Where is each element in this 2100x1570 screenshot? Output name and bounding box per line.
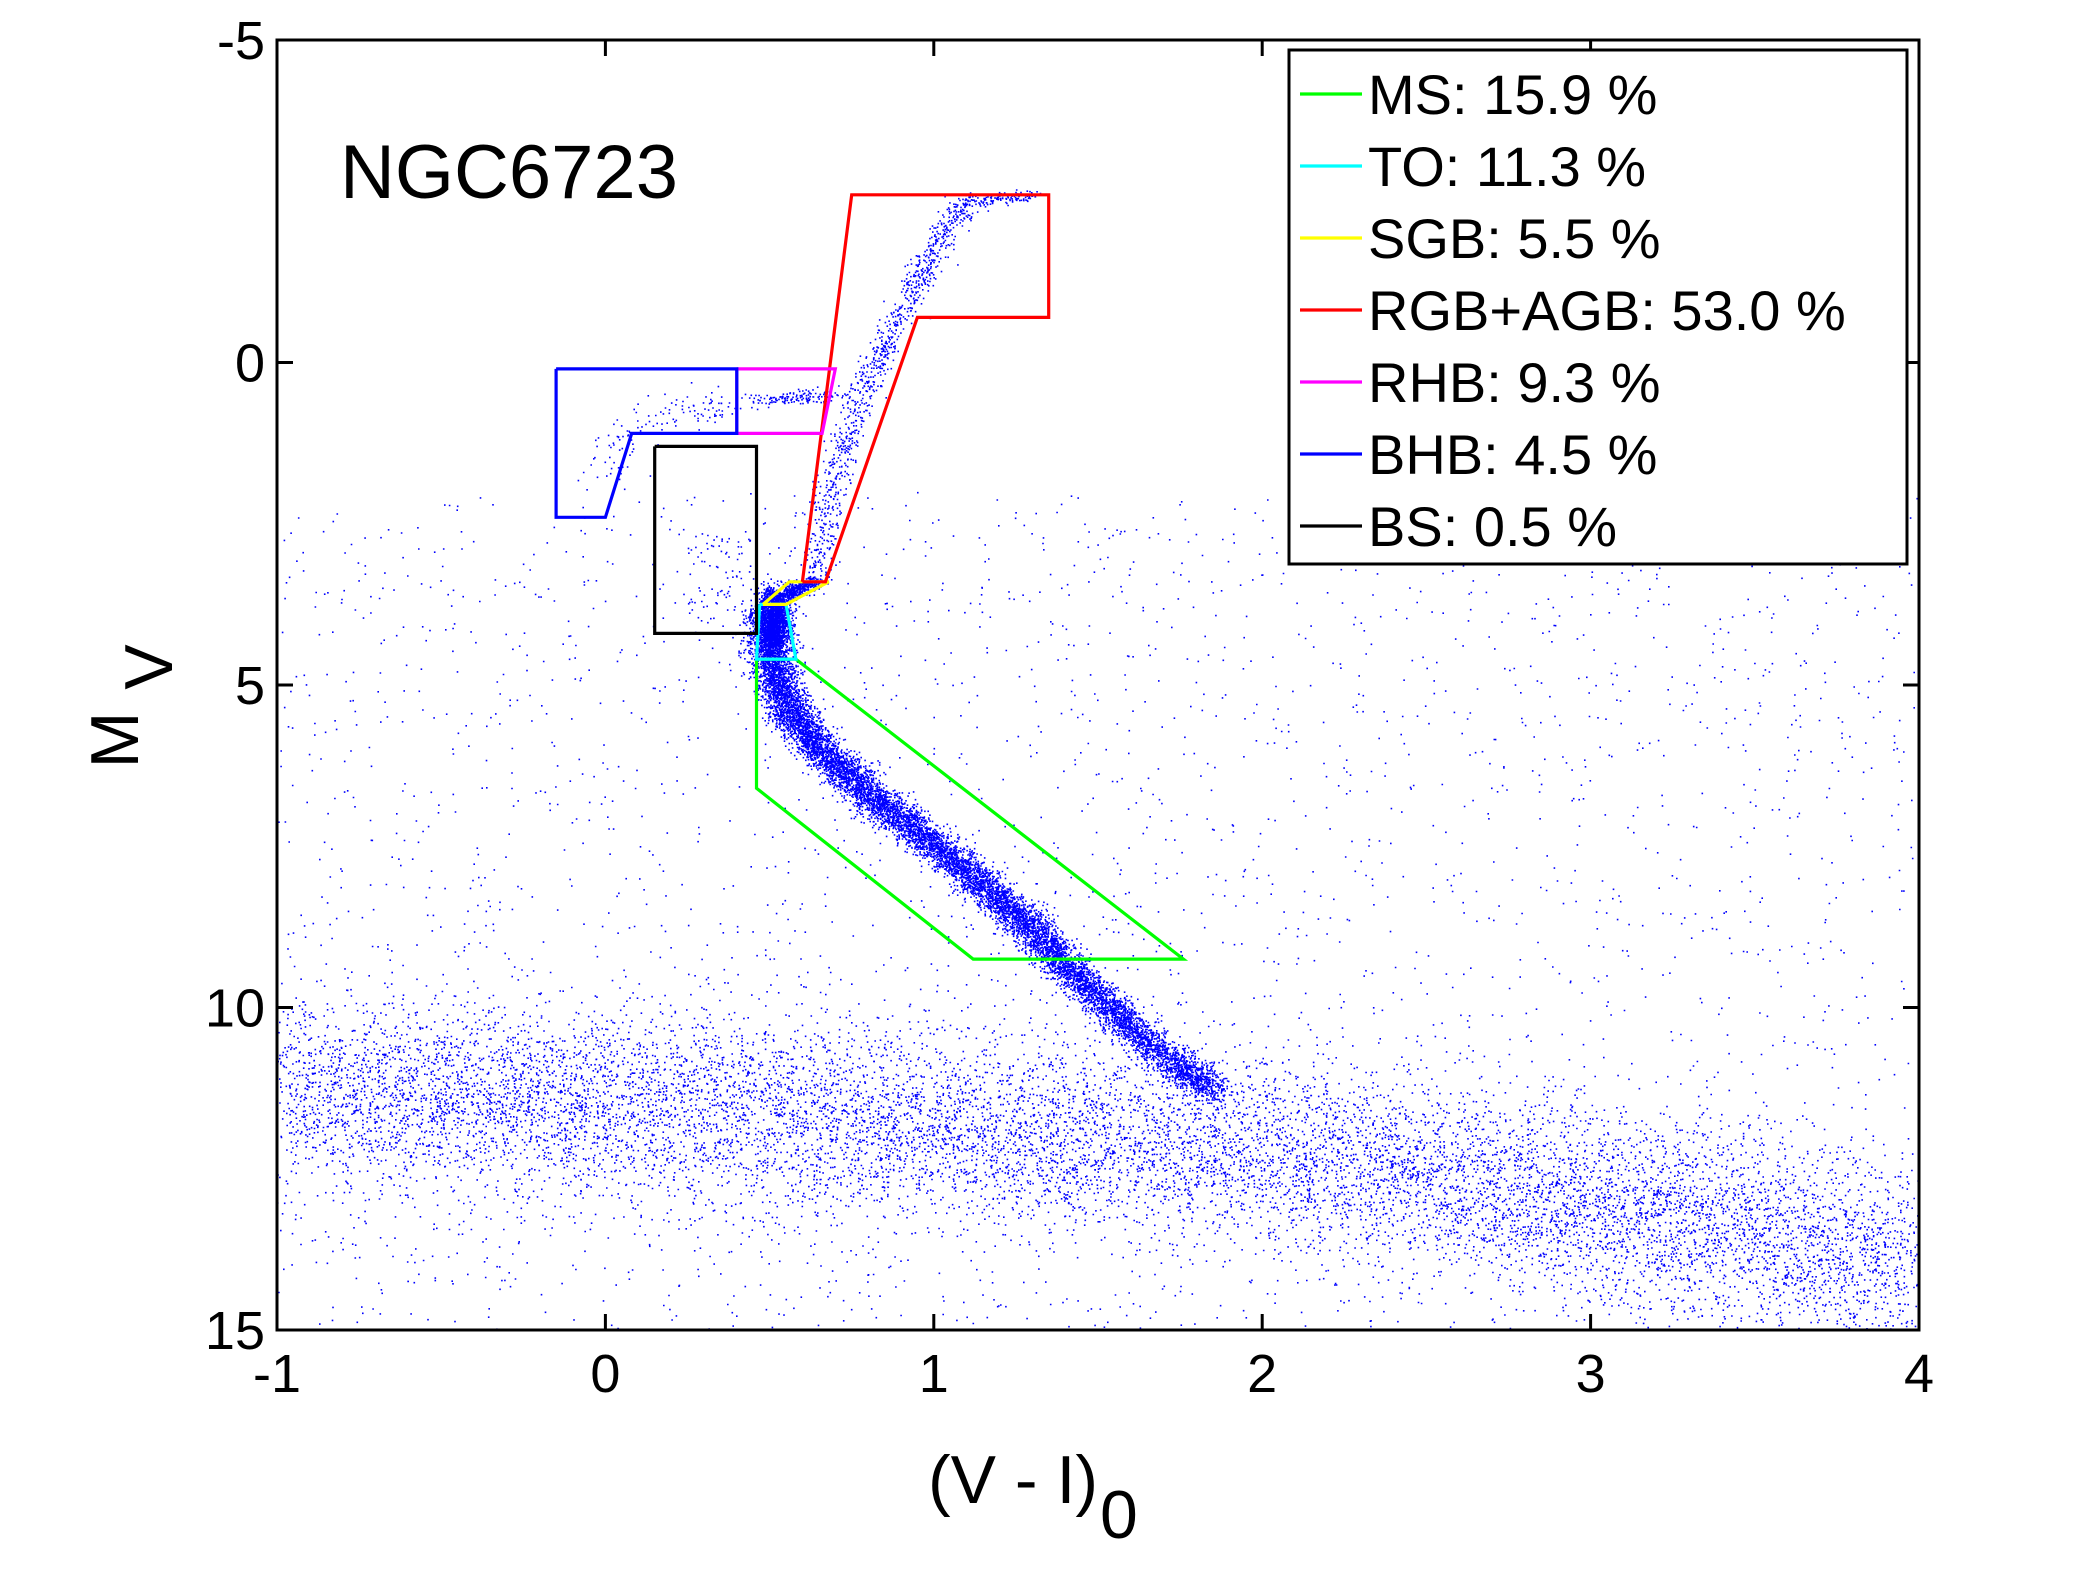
- legend-label-sgb: SGB: 5.5 %: [1368, 207, 1661, 270]
- scatter-points-field-disk: [277, 944, 1920, 1332]
- scatter-layer: [277, 189, 1921, 1332]
- y-axis-label: M: [77, 712, 153, 769]
- y-tick-label: 10: [205, 979, 265, 1039]
- scatter-points-blue-stragglers: [687, 533, 755, 627]
- region-layer: [554, 193, 1189, 961]
- region-sgb: [761, 580, 830, 607]
- legend-label-ms: MS: 15.9 %: [1368, 63, 1657, 126]
- legend-label-rgb-agb: RGB+AGB: 53.0 %: [1368, 279, 1846, 342]
- legend-label-rhb: RHB: 9.3 %: [1368, 351, 1661, 414]
- legend-entries: MS: 15.9 % TO: 11.3 % SGB: 5.5 % RGB+AGB: 5…: [1300, 63, 1846, 558]
- scatter-points-turnoff-core: [750, 573, 800, 667]
- x-axis-label: (V - I): [928, 1442, 1098, 1518]
- legend-label-to: TO: 11.3 %: [1368, 135, 1646, 198]
- scatter-points-subgiant-branch: [763, 576, 829, 612]
- x-tick-label: 0: [590, 1344, 620, 1404]
- x-tick-label: 2: [1247, 1344, 1277, 1404]
- x-tick-label: 4: [1904, 1344, 1934, 1404]
- legend-box: [1287, 48, 1909, 566]
- x-tick-label: 1: [919, 1344, 949, 1404]
- legend-label-bhb: BHB: 4.5 %: [1368, 423, 1657, 486]
- y-tick-label: 15: [205, 1301, 265, 1361]
- legend-label-bs: BS: 0.5 %: [1368, 495, 1617, 558]
- tick-layer: -1 0 1 2 3 4 -5 0 5 10 15: [205, 11, 1934, 1404]
- cluster-name-annotation: NGC6723: [340, 130, 678, 215]
- region-bs: [653, 444, 759, 636]
- y-tick-label: 5: [235, 656, 265, 716]
- x-axis-label-main: (V - I): [928, 1442, 1098, 1518]
- y-tick-label: -5: [217, 11, 265, 71]
- y-axis-label-subscript: V: [111, 644, 187, 690]
- scatter-points-red-horizontal-branch: [736, 385, 868, 409]
- region-rgb-agb: [800, 193, 1051, 584]
- y-tick-label: 0: [235, 334, 265, 394]
- x-tick-label: 3: [1576, 1344, 1606, 1404]
- legend: MS: 15.9 % TO: 11.3 % SGB: 5.5 % RGB+AGB: 5…: [1287, 48, 1909, 566]
- x-tick-label: -1: [253, 1344, 301, 1404]
- x-axis-label-subscript: 0: [1100, 1477, 1138, 1553]
- region-bhb: [554, 367, 739, 519]
